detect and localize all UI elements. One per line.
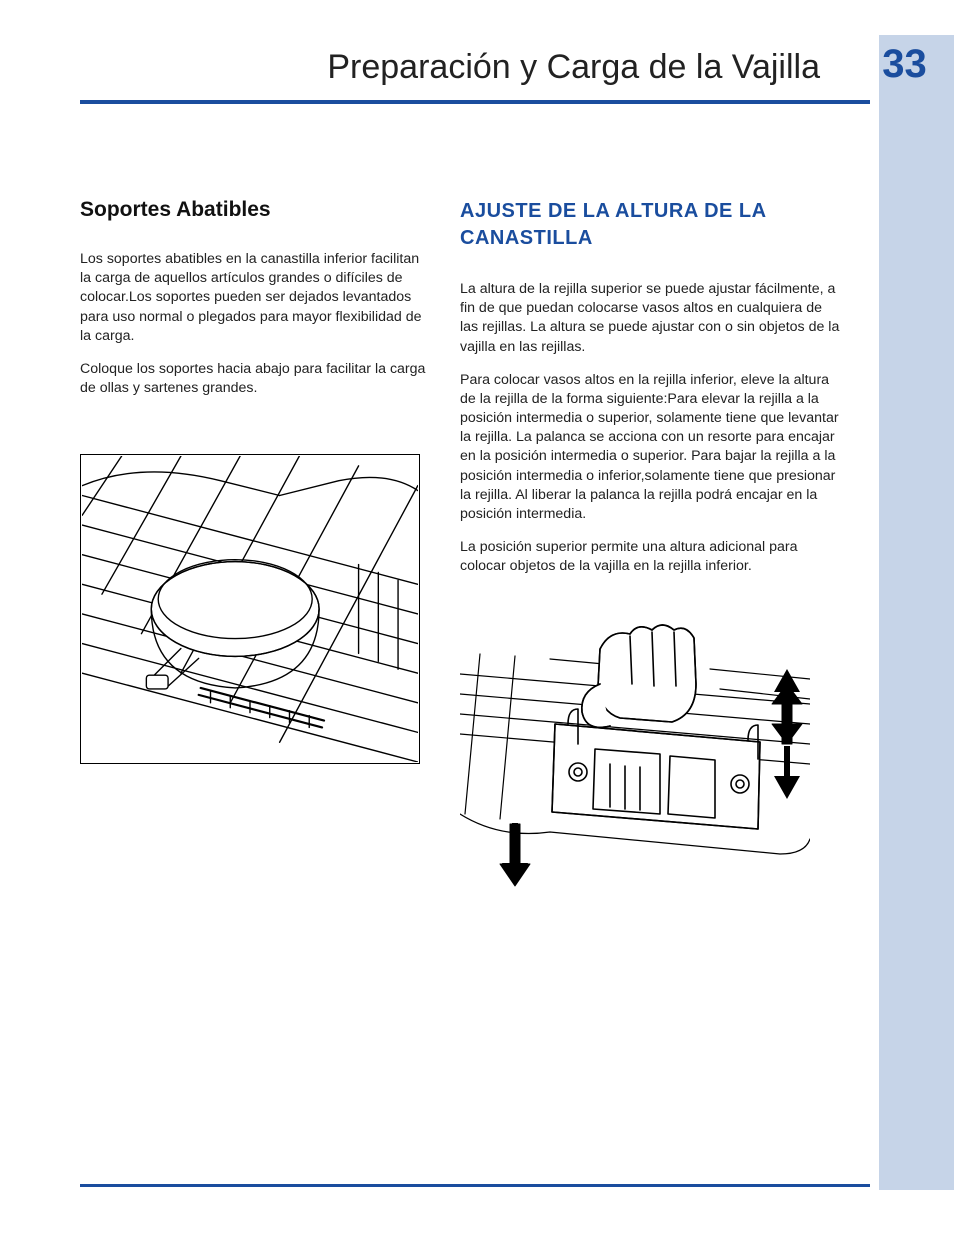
page-title: Preparación y Carga de la Vajilla xyxy=(80,48,850,87)
column-left: Soportes Abatibles Los soportes abatible… xyxy=(80,198,430,764)
body-paragraph: La altura de la rejilla superior se pued… xyxy=(460,280,840,357)
manual-page: 33 Preparación y Carga de la Vajilla Sop… xyxy=(0,0,954,1235)
fold-down-tines-icon xyxy=(82,456,418,762)
page-number: 33 xyxy=(867,42,942,87)
figure-fold-down-tines xyxy=(80,454,420,764)
figure-rack-height-adjust xyxy=(460,614,810,894)
body-paragraph: Para colocar vasos altos en la rejilla i… xyxy=(460,371,840,524)
rack-height-adjust-icon xyxy=(460,614,810,894)
body-paragraph: Los soportes abatibles en la canastilla … xyxy=(80,250,430,346)
section-heading-ajuste: AJUSTE DE LA ALTURA DE LA CANASTILLA xyxy=(460,198,840,252)
body-paragraph: Coloque los soportes hacia abajo para fa… xyxy=(80,360,430,398)
body-paragraph: La posición superior permite una altura … xyxy=(460,538,840,576)
section-heading-soportes: Soportes Abatibles xyxy=(80,198,430,222)
footer-rule xyxy=(80,1184,870,1187)
title-rule xyxy=(80,100,870,104)
column-right: AJUSTE DE LA ALTURA DE LA CANASTILLA La … xyxy=(460,198,840,894)
sidebar-tab xyxy=(879,35,954,1190)
